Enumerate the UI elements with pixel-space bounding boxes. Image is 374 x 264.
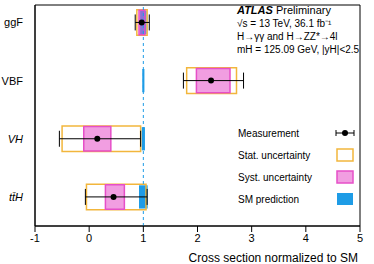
- html-text:Measurement: Measurement: [238, 127, 300, 139]
- html-text:H→γγ and H→ZZ*→4l: H→γγ and H→ZZ*→4l: [237, 31, 338, 42]
- svg-text:5: 5: [357, 232, 363, 244]
- svg-text:2: 2: [194, 232, 200, 244]
- svg-text:1: 1: [140, 232, 146, 244]
- html-text:√s = 13 TeV, 36.1 fb⁻¹: √s = 13 TeV, 36.1 fb⁻¹: [237, 18, 332, 29]
- svg-text:-1: -1: [30, 232, 40, 244]
- html-text:Syst. uncertainty: Syst. uncertainty: [238, 171, 312, 183]
- html-text:ATLAS Preliminary: ATLAS Preliminary: [237, 4, 331, 16]
- html-text:mH = 125.09 GeV, |yH|<2.5: mH = 125.09 GeV, |yH|<2.5: [237, 44, 360, 55]
- svg-text:tt̄H: tt̄H: [9, 191, 23, 203]
- svg-text:Cross section normalized to SM: Cross section normalized to SM: [189, 251, 358, 264]
- html-text:SM prediction: SM prediction: [238, 193, 300, 205]
- svg-text:ggF: ggF: [8, 16, 23, 28]
- html-text:Stat. uncertainty: Stat. uncertainty: [238, 149, 311, 161]
- svg-text:0: 0: [86, 232, 92, 244]
- svg-text:VBF: VBF: [8, 75, 23, 87]
- svg-text:3: 3: [249, 232, 255, 244]
- svg-text:4: 4: [303, 232, 309, 244]
- svg-text:VH: VH: [8, 133, 23, 145]
